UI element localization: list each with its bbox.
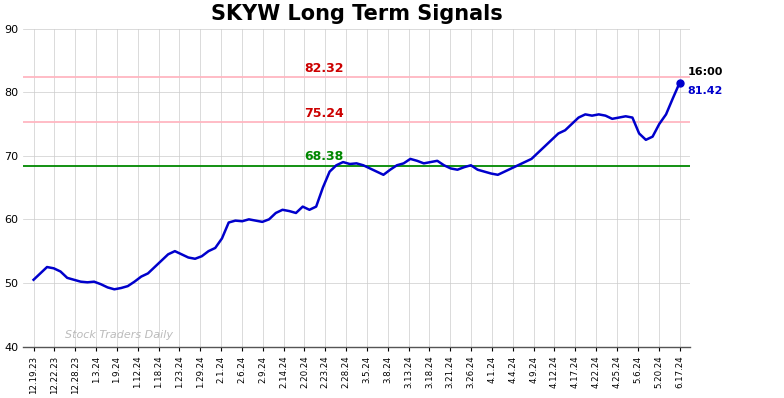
Text: 75.24: 75.24 <box>304 107 344 120</box>
Text: 82.32: 82.32 <box>304 62 344 75</box>
Text: Stock Traders Daily: Stock Traders Daily <box>65 330 172 340</box>
Text: 81.42: 81.42 <box>688 86 723 96</box>
Text: 16:00: 16:00 <box>688 67 723 77</box>
Title: SKYW Long Term Signals: SKYW Long Term Signals <box>211 4 503 24</box>
Text: 68.38: 68.38 <box>304 150 343 164</box>
